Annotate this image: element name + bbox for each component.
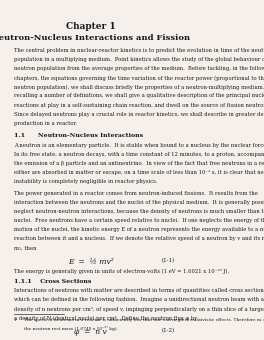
Text: φ  =  n v: φ = n v <box>74 328 107 336</box>
Text: 1: 1 <box>14 318 17 322</box>
Text: The central problem in nuclear-reactor kinetics is to predict the evolution in t: The central problem in nuclear-reactor k… <box>14 48 264 53</box>
Text: m₁, then: m₁, then <box>14 245 36 251</box>
Text: density of n neutrons per cm³, of speed v, impinging perpendicularly on a thin s: density of n neutrons per cm³, of speed … <box>14 307 264 311</box>
Text: nuclei.  Free neutrons have a certain speed relative to nuclei.  If one neglects: nuclei. Free neutrons have a certain spe… <box>14 218 264 223</box>
Text: Chapter 1: Chapter 1 <box>66 22 115 31</box>
Text: production in a reactor.: production in a reactor. <box>14 121 77 126</box>
Text: Neutron-Nucleus Interactions and Fission: Neutron-Nucleus Interactions and Fission <box>0 34 190 42</box>
Text: 1.1.1    Cross Sections: 1.1.1 Cross Sections <box>14 279 91 284</box>
Text: motion of the nuclei, the kinetic energy E of a neutron represents the energy av: motion of the nuclei, the kinetic energy… <box>14 227 264 232</box>
Text: (1-2): (1-2) <box>161 328 174 333</box>
Text: either are absorbed in matter or escape, on a time scale of less than 10⁻³ s, it: either are absorbed in matter or escape,… <box>14 170 264 175</box>
Text: the neutron rest mass (1.6749 x 10⁻²⁷ kg).: the neutron rest mass (1.6749 x 10⁻²⁷ kg… <box>24 326 117 331</box>
Text: The speed of neutrons in a reactor is sufficiently low that one can neglect rela: The speed of neutrons in a reactor is su… <box>24 318 264 322</box>
Text: reactions at play in a self-sustaining chain reaction, and dwell on the source o: reactions at play in a self-sustaining c… <box>14 103 264 107</box>
Text: the emission of a β particle and an antineutrino.  In view of the fact that free: the emission of a β particle and an anti… <box>14 161 264 166</box>
Text: The power generated in a reactor comes from neutron-induced fissions.  It result: The power generated in a reactor comes f… <box>14 191 258 196</box>
Text: instability is completely negligible in reactor physics.: instability is completely negligible in … <box>14 179 157 184</box>
Text: Since delayed neutrons play a crucial role in reactor kinetics, we shall describ: Since delayed neutrons play a crucial ro… <box>14 112 264 117</box>
Text: interaction between the neutrons and the nuclei of the physical medium.  It is g: interaction between the neutrons and the… <box>14 200 264 205</box>
Text: neglect neutron-neutron interactions, because the density of neutrons is much sm: neglect neutron-neutron interactions, be… <box>14 209 264 214</box>
Text: chapters, the equations governing the time variation of the reactor power (propo: chapters, the equations governing the ti… <box>14 75 264 81</box>
Text: In its free state, a neutron decays, with a time constant of 12 minutes, to a pr: In its free state, a neutron decays, wit… <box>14 152 264 157</box>
Text: a density of N identical nuclei per cm³.  Define the neutron flux φ by: a density of N identical nuclei per cm³.… <box>14 316 197 321</box>
Text: reaction between it and a nucleus.  If we denote the relative speed of a neutron: reaction between it and a nucleus. If we… <box>14 236 264 241</box>
Text: which can be defined in the following fashion.  Imagine a unidirectional neutron: which can be defined in the following fa… <box>14 298 264 303</box>
Text: The energy is generally given in units of electron-volts (1 eV = 1.6021 x 10⁻¹⁹ : The energy is generally given in units o… <box>14 269 229 274</box>
Text: Interactions of neutrons with matter are described in terms of quantities called: Interactions of neutrons with matter are… <box>14 288 264 293</box>
Text: recalling a number of definitions, we shall give a qualitative description of th: recalling a number of definitions, we sh… <box>14 94 264 99</box>
Text: (1-1): (1-1) <box>161 258 174 263</box>
Text: A neutron is an elementary particle.  It is stable when bound to a nucleus by th: A neutron is an elementary particle. It … <box>14 143 264 148</box>
Text: neutron population), we shall discuss briefly the properties of a neutron-multip: neutron population), we shall discuss br… <box>14 84 264 90</box>
Text: E  =  ½ mv²: E = ½ mv² <box>68 258 114 266</box>
Text: 1.1      Neutron-Nucleus Interactions: 1.1 Neutron-Nucleus Interactions <box>14 133 143 138</box>
Text: neutron population from the average properties of the medium.  Before tackling, : neutron population from the average prop… <box>14 66 264 71</box>
Text: population in a multiplying medium.  Point kinetics allows the study of the glob: population in a multiplying medium. Poin… <box>14 57 264 62</box>
